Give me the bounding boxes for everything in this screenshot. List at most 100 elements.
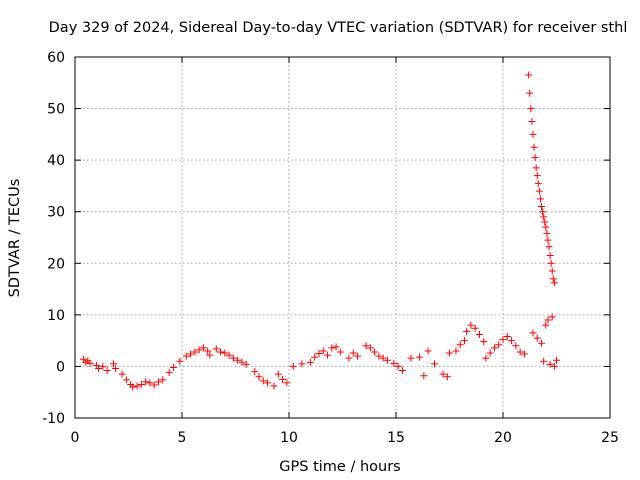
data-point — [533, 334, 541, 342]
data-point — [520, 350, 528, 358]
data-point — [212, 345, 220, 353]
data-point — [525, 71, 533, 79]
data-point — [86, 359, 94, 367]
data-point — [548, 313, 556, 321]
y-tick-label: 40 — [47, 153, 65, 169]
data-point — [550, 362, 558, 370]
data-point — [542, 223, 550, 231]
y-tick-label: 10 — [47, 308, 65, 324]
data-point — [533, 172, 541, 180]
data-point — [375, 352, 383, 360]
data-point — [95, 364, 103, 372]
data-point — [311, 353, 319, 361]
data-point — [225, 351, 233, 359]
x-axis-label: GPS time / hours — [279, 459, 400, 475]
chart-title: Day 329 of 2024, Sidereal Day-to-day VTE… — [49, 20, 628, 36]
data-point — [534, 179, 542, 187]
data-point — [536, 195, 544, 203]
data-point — [191, 348, 199, 356]
data-point — [503, 333, 511, 341]
data-point — [112, 364, 120, 372]
data-point — [206, 351, 214, 359]
data-point — [452, 347, 460, 355]
data-point — [298, 360, 306, 368]
data-point — [390, 359, 398, 367]
data-point — [446, 349, 453, 357]
data-point — [324, 351, 332, 359]
data-point — [535, 187, 543, 195]
data-point — [420, 372, 428, 380]
data-point — [336, 348, 344, 356]
data-point — [482, 354, 490, 362]
x-tick-label: 25 — [601, 430, 619, 446]
data-point — [279, 375, 287, 383]
data-point — [529, 130, 537, 138]
data-point — [546, 252, 554, 260]
data-point — [264, 379, 272, 387]
data-point — [544, 236, 552, 244]
data-point — [229, 354, 237, 362]
y-axis-label: SDTVAR / TECUs — [7, 179, 23, 298]
data-point — [379, 354, 387, 362]
data-point — [394, 362, 402, 370]
data-point — [195, 346, 203, 354]
data-point — [539, 208, 547, 216]
data-point — [530, 143, 538, 151]
data-point — [353, 352, 361, 360]
axis-ticks: 0 5 10 15 20 25 -10 0 10 20 30 40 50 60 — [42, 50, 619, 446]
data-point — [366, 344, 374, 352]
data-point — [328, 344, 336, 352]
data-point — [142, 378, 150, 386]
data-point — [531, 154, 539, 162]
data-point — [431, 360, 439, 368]
data-point — [538, 339, 546, 347]
data-point — [283, 379, 291, 387]
data-point — [516, 348, 524, 356]
data-point — [463, 327, 471, 335]
data-point — [550, 279, 558, 287]
data-point — [443, 373, 451, 381]
data-point — [187, 350, 195, 358]
data-point — [129, 383, 137, 391]
data-point — [383, 356, 391, 364]
data-point — [270, 382, 278, 390]
plot-frame — [74, 56, 611, 419]
data-point — [527, 105, 535, 113]
data-point — [545, 243, 553, 251]
y-tick-label: 20 — [47, 256, 65, 272]
data-point — [103, 367, 111, 375]
data-point — [542, 321, 550, 329]
data-point — [345, 354, 353, 362]
x-tick-label: 10 — [280, 430, 298, 446]
data-point — [407, 354, 415, 362]
data-point — [217, 348, 225, 356]
data-point — [546, 360, 554, 368]
data-point — [165, 369, 173, 377]
data-point — [319, 347, 327, 355]
x-tick-label: 5 — [178, 430, 187, 446]
data-point — [439, 370, 447, 378]
data-point — [424, 347, 432, 355]
data-point — [532, 164, 540, 172]
data-point — [159, 376, 167, 384]
data-point — [349, 349, 357, 357]
data-point — [169, 363, 177, 371]
data-point — [475, 330, 483, 338]
data-point — [199, 344, 207, 352]
data-point — [508, 337, 516, 345]
data-point — [99, 362, 107, 370]
data-point — [204, 347, 212, 355]
data-point — [137, 380, 145, 388]
data-point — [122, 376, 130, 384]
data-point — [242, 360, 250, 368]
data-point — [553, 356, 560, 364]
data-point — [110, 360, 118, 368]
data-point — [150, 381, 158, 389]
data-point — [471, 324, 479, 332]
y-tick-label: -10 — [42, 411, 65, 427]
data-point — [548, 267, 556, 275]
data-point — [512, 342, 520, 350]
data-point — [499, 336, 507, 344]
data-point — [238, 358, 246, 366]
